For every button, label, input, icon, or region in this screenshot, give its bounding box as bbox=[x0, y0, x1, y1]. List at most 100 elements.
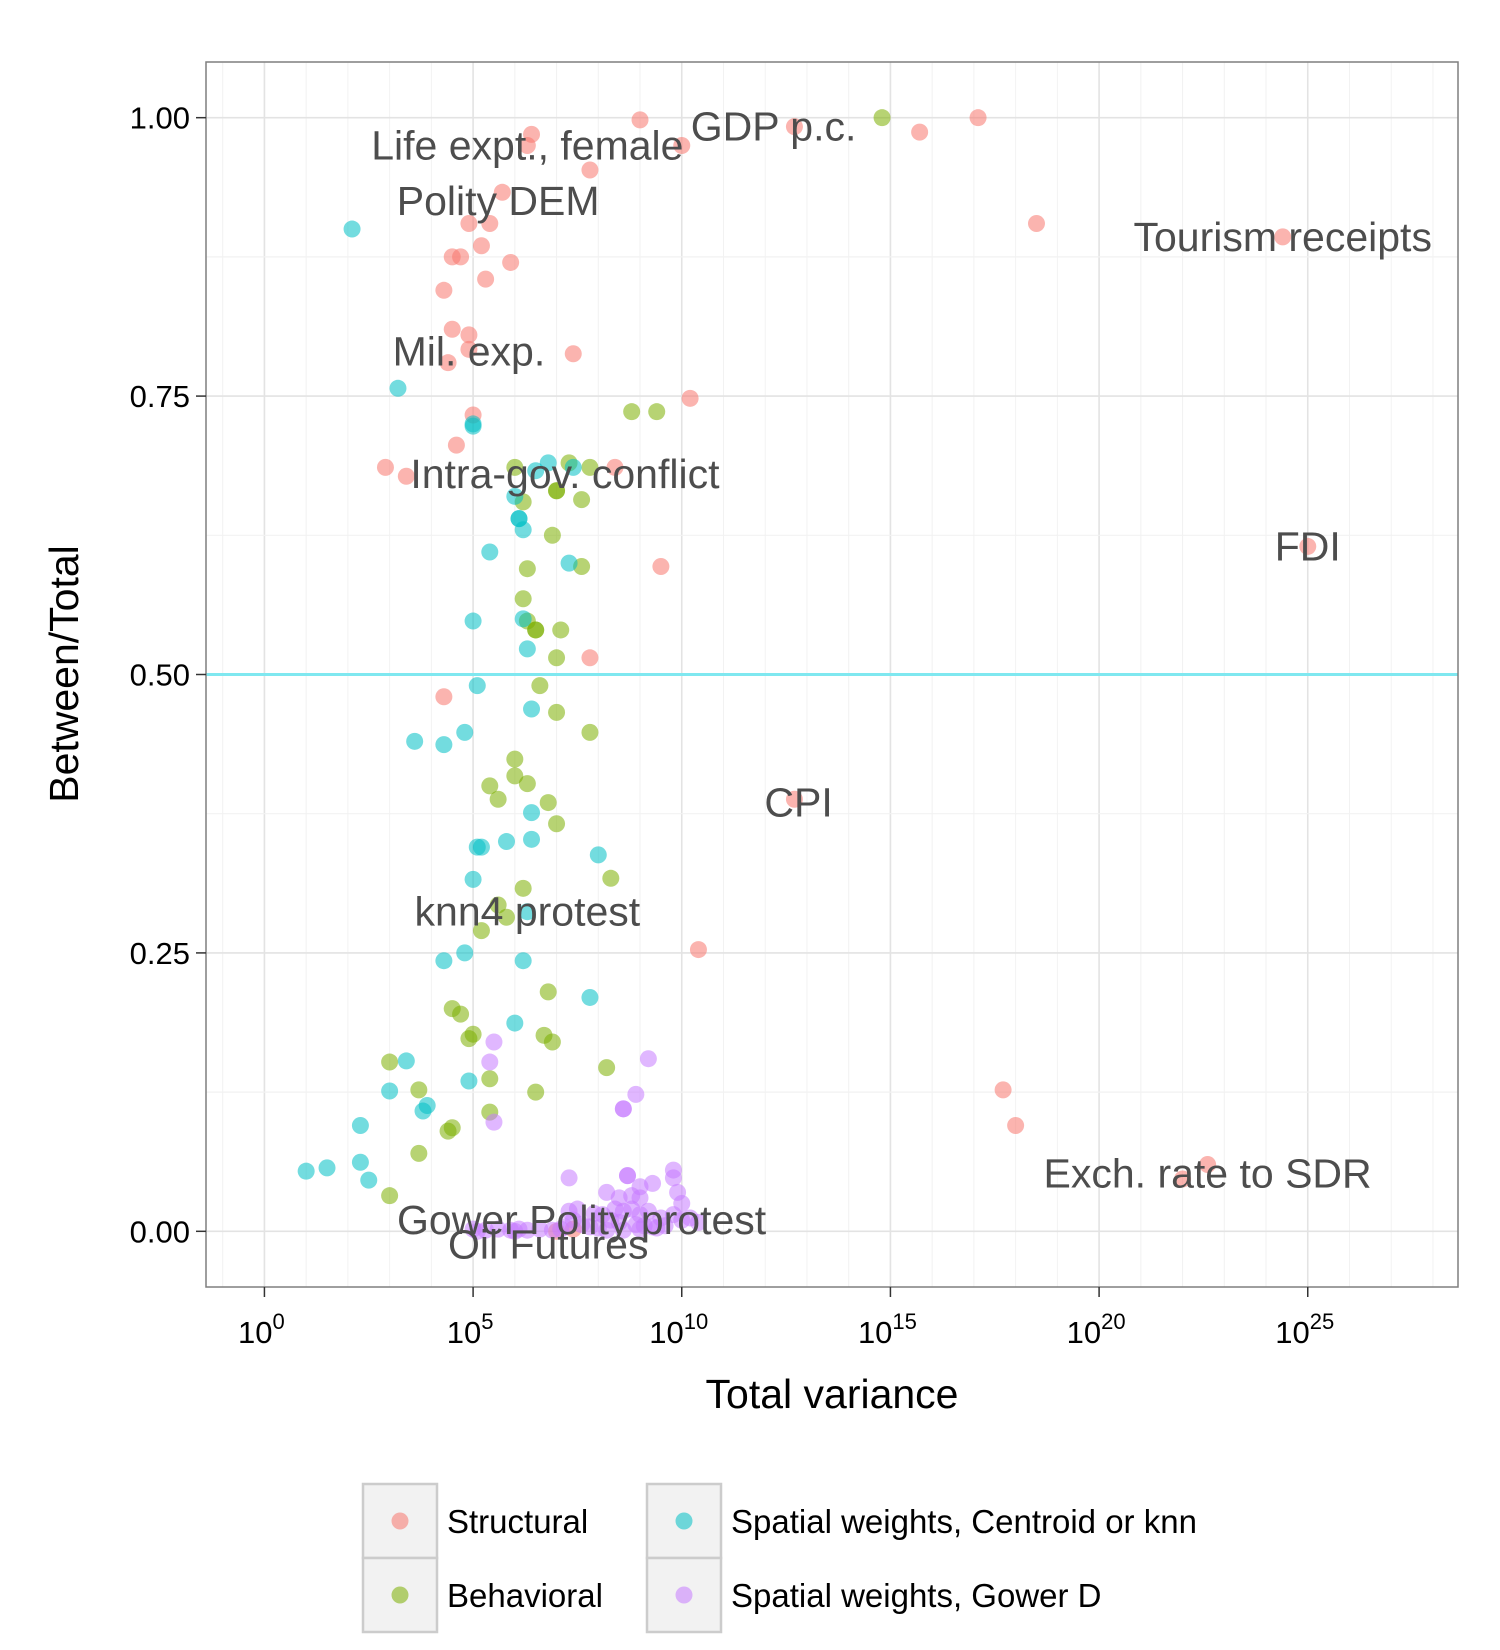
point-spatial-weights-gower-d bbox=[639, 1202, 657, 1220]
point-behavioral bbox=[581, 458, 599, 476]
point-structural bbox=[493, 183, 511, 201]
point-spatial-weights-centroid-or-knn bbox=[472, 838, 490, 856]
point-behavioral bbox=[460, 1030, 478, 1048]
point-spatial-weights-centroid-or-knn bbox=[435, 952, 453, 970]
point-spatial-weights-centroid-or-knn bbox=[406, 732, 424, 750]
point-behavioral bbox=[539, 794, 557, 812]
point-spatial-weights-centroid-or-knn bbox=[518, 903, 536, 921]
point-structural bbox=[435, 688, 453, 706]
point-spatial-weights-centroid-or-knn bbox=[414, 1102, 432, 1120]
point-structural bbox=[785, 118, 803, 136]
annotation-label: Oil Futures bbox=[448, 1222, 649, 1268]
annotation-label: Exch. rate to SDR bbox=[1044, 1150, 1372, 1196]
point-spatial-weights-gower-d bbox=[639, 1050, 657, 1068]
annotation-label: Tourism receipts bbox=[1133, 214, 1431, 260]
point-behavioral bbox=[506, 750, 524, 768]
legend-key-dot bbox=[391, 1586, 409, 1604]
point-spatial-weights-gower-d bbox=[552, 1220, 570, 1238]
point-behavioral bbox=[602, 869, 620, 887]
point-structural bbox=[673, 137, 691, 155]
legend-label: Structural bbox=[447, 1503, 588, 1540]
point-structural bbox=[460, 214, 478, 232]
point-spatial-weights-centroid-or-knn bbox=[506, 1014, 524, 1032]
point-behavioral bbox=[543, 526, 561, 544]
point-spatial-weights-gower-d bbox=[614, 1221, 632, 1239]
point-structural bbox=[631, 111, 649, 129]
point-behavioral bbox=[452, 1005, 470, 1023]
point-behavioral bbox=[539, 983, 557, 1001]
point-spatial-weights-centroid-or-knn bbox=[397, 1052, 415, 1070]
point-spatial-weights-gower-d bbox=[689, 1213, 707, 1231]
legend-key-dot bbox=[675, 1586, 693, 1604]
point-spatial-weights-centroid-or-knn bbox=[464, 612, 482, 630]
point-structural bbox=[376, 458, 394, 476]
x-tick-label: 1010 bbox=[649, 1309, 708, 1350]
point-structural bbox=[969, 109, 987, 127]
legend: Structural Spatial weights, Centroid or k… bbox=[361, 1482, 1197, 1634]
y-tick-label: 0.75 bbox=[130, 379, 190, 414]
point-structural bbox=[652, 557, 670, 575]
point-spatial-weights-gower-d bbox=[531, 1220, 549, 1238]
annotation-label: Gower Polity protest bbox=[397, 1197, 767, 1243]
y-tick-label: 1.00 bbox=[130, 101, 190, 136]
point-structural bbox=[681, 389, 699, 407]
point-spatial-weights-gower-d bbox=[489, 1220, 507, 1238]
point-spatial-weights-centroid-or-knn bbox=[514, 610, 532, 628]
point-structural bbox=[606, 458, 624, 476]
point-spatial-weights-gower-d bbox=[631, 1178, 649, 1196]
point-spatial-weights-gower-d bbox=[485, 1033, 503, 1051]
point-behavioral bbox=[439, 1122, 457, 1140]
point-behavioral bbox=[489, 790, 507, 808]
point-spatial-weights-centroid-or-knn bbox=[514, 521, 532, 539]
y-axis-title: Between/Total bbox=[41, 545, 87, 803]
point-behavioral bbox=[481, 1070, 499, 1088]
point-spatial-weights-centroid-or-knn bbox=[564, 458, 582, 476]
point-structural bbox=[1299, 537, 1317, 555]
point-structural bbox=[460, 326, 478, 344]
point-structural bbox=[397, 467, 415, 485]
x-axis: 100 105 1010 1015 1020 1025 bbox=[238, 1287, 1334, 1350]
point-behavioral bbox=[497, 908, 515, 926]
point-spatial-weights-centroid-or-knn bbox=[481, 543, 499, 561]
legend-key-dot bbox=[391, 1512, 409, 1530]
point-behavioral bbox=[518, 775, 536, 793]
point-structural bbox=[1007, 1117, 1025, 1135]
point-spatial-weights-gower-d bbox=[631, 1220, 649, 1238]
point-spatial-weights-centroid-or-knn bbox=[523, 700, 541, 718]
point-spatial-weights-centroid-or-knn bbox=[456, 944, 474, 962]
point-spatial-weights-gower-d bbox=[485, 1113, 503, 1131]
y-tick-label: 0.50 bbox=[130, 658, 190, 693]
point-behavioral bbox=[381, 1187, 399, 1205]
legend-label: Spatial weights, Gower D bbox=[731, 1577, 1102, 1614]
point-spatial-weights-centroid-or-knn bbox=[318, 1159, 336, 1177]
point-spatial-weights-centroid-or-knn bbox=[468, 677, 486, 695]
point-spatial-weights-centroid-or-knn bbox=[464, 417, 482, 435]
point-structural bbox=[911, 123, 929, 141]
point-spatial-weights-centroid-or-knn bbox=[527, 462, 545, 480]
point-structural bbox=[447, 436, 465, 454]
point-spatial-weights-centroid-or-knn bbox=[351, 1117, 369, 1135]
point-behavioral bbox=[873, 109, 891, 127]
point-structural bbox=[1274, 228, 1292, 246]
point-structural bbox=[439, 354, 457, 372]
point-spatial-weights-centroid-or-knn bbox=[514, 952, 532, 970]
y-tick-label: 0.00 bbox=[130, 1214, 190, 1249]
x-tick-label: 1025 bbox=[1275, 1309, 1334, 1350]
point-behavioral bbox=[548, 649, 566, 667]
point-spatial-weights-centroid-or-knn bbox=[539, 454, 557, 472]
point-spatial-weights-centroid-or-knn bbox=[389, 379, 407, 397]
point-spatial-weights-gower-d bbox=[468, 1222, 486, 1240]
point-spatial-weights-gower-d bbox=[614, 1100, 632, 1118]
point-structural bbox=[581, 649, 599, 667]
point-behavioral bbox=[527, 621, 545, 639]
point-spatial-weights-centroid-or-knn bbox=[351, 1153, 369, 1171]
point-structural bbox=[689, 941, 707, 959]
point-spatial-weights-centroid-or-knn bbox=[464, 870, 482, 888]
point-spatial-weights-gower-d bbox=[598, 1221, 616, 1239]
point-behavioral bbox=[548, 815, 566, 833]
point-spatial-weights-centroid-or-knn bbox=[297, 1162, 315, 1180]
point-behavioral bbox=[543, 1033, 561, 1051]
point-spatial-weights-gower-d bbox=[627, 1085, 645, 1103]
point-annotations: Life expt., female GDP p.c. Polity DEM Tour… bbox=[371, 104, 1432, 1268]
